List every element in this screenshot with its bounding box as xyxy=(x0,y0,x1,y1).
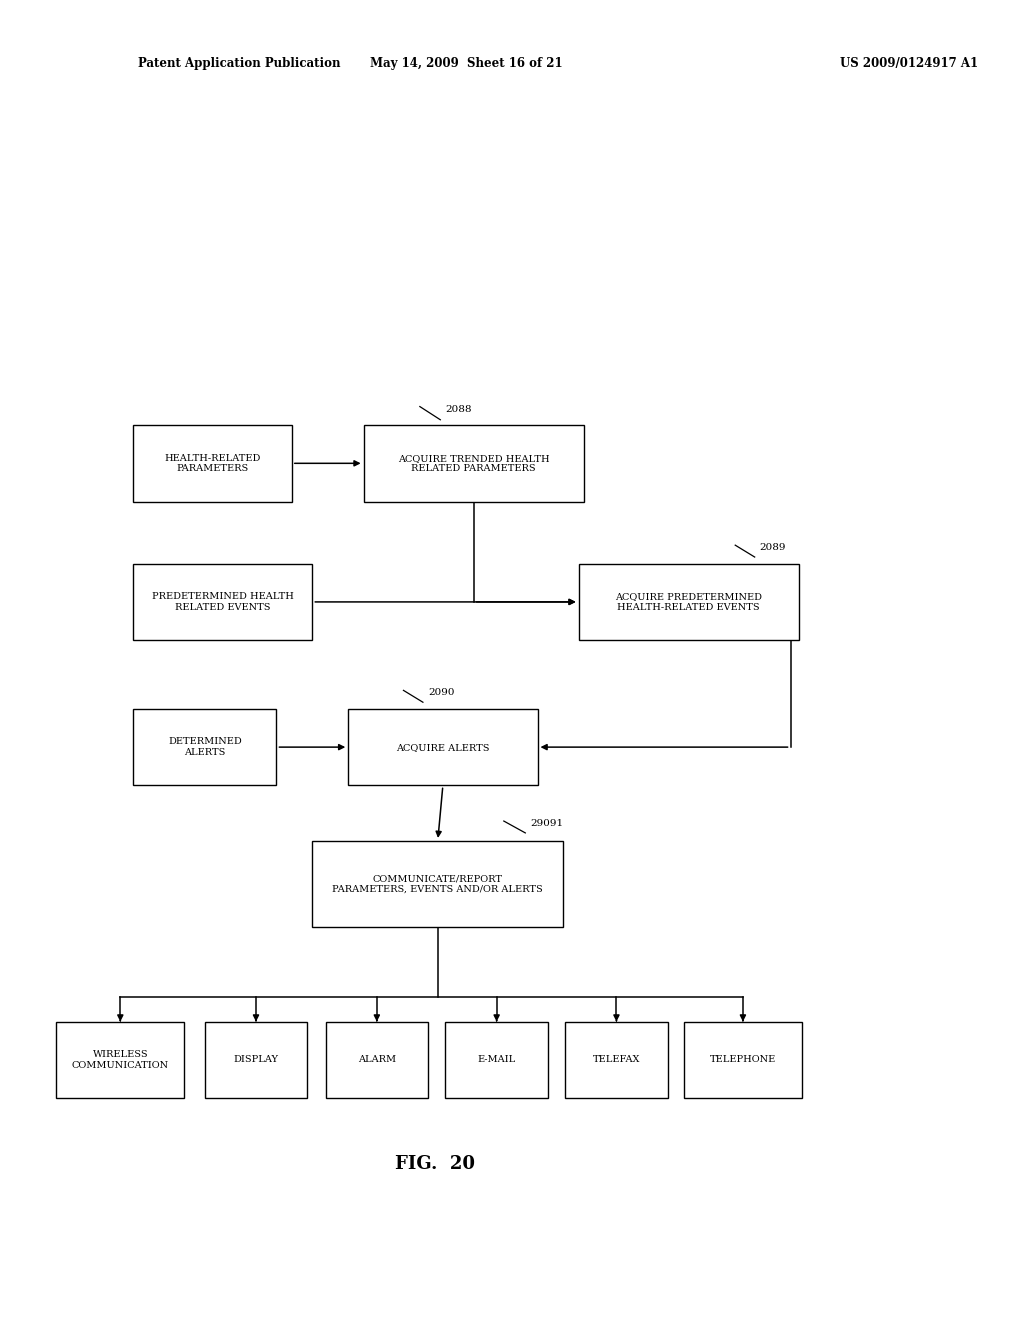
FancyBboxPatch shape xyxy=(364,425,584,502)
FancyBboxPatch shape xyxy=(579,564,799,640)
FancyBboxPatch shape xyxy=(312,841,563,927)
Text: 29091: 29091 xyxy=(530,818,563,828)
Text: PREDETERMINED HEALTH
RELATED EVENTS: PREDETERMINED HEALTH RELATED EVENTS xyxy=(152,593,294,611)
FancyBboxPatch shape xyxy=(133,709,276,785)
Text: WIRELESS
COMMUNICATION: WIRELESS COMMUNICATION xyxy=(72,1051,169,1069)
Text: May 14, 2009  Sheet 16 of 21: May 14, 2009 Sheet 16 of 21 xyxy=(370,57,562,70)
FancyBboxPatch shape xyxy=(56,1022,184,1098)
Text: 2089: 2089 xyxy=(760,543,786,552)
Text: ALARM: ALARM xyxy=(357,1056,396,1064)
FancyBboxPatch shape xyxy=(133,564,312,640)
FancyBboxPatch shape xyxy=(348,709,538,785)
FancyBboxPatch shape xyxy=(445,1022,548,1098)
Text: DISPLAY: DISPLAY xyxy=(233,1056,279,1064)
Text: COMMUNICATE/REPORT
PARAMETERS, EVENTS AND/OR ALERTS: COMMUNICATE/REPORT PARAMETERS, EVENTS AN… xyxy=(333,874,543,894)
Text: E-MAIL: E-MAIL xyxy=(477,1056,516,1064)
FancyBboxPatch shape xyxy=(133,425,292,502)
Text: 2090: 2090 xyxy=(428,688,455,697)
Text: TELEPHONE: TELEPHONE xyxy=(710,1056,776,1064)
Text: ACQUIRE ALERTS: ACQUIRE ALERTS xyxy=(396,743,489,751)
Text: Patent Application Publication: Patent Application Publication xyxy=(138,57,341,70)
Text: ACQUIRE TRENDED HEALTH
RELATED PARAMETERS: ACQUIRE TRENDED HEALTH RELATED PARAMETER… xyxy=(397,454,550,473)
Text: HEALTH-RELATED
PARAMETERS: HEALTH-RELATED PARAMETERS xyxy=(164,454,261,473)
Text: TELEFAX: TELEFAX xyxy=(593,1056,640,1064)
FancyBboxPatch shape xyxy=(326,1022,428,1098)
FancyBboxPatch shape xyxy=(205,1022,307,1098)
Text: 2088: 2088 xyxy=(445,405,472,414)
FancyBboxPatch shape xyxy=(684,1022,802,1098)
FancyBboxPatch shape xyxy=(565,1022,668,1098)
Text: US 2009/0124917 A1: US 2009/0124917 A1 xyxy=(840,57,978,70)
Text: DETERMINED
ALERTS: DETERMINED ALERTS xyxy=(168,738,242,756)
Text: ACQUIRE PREDETERMINED
HEALTH-RELATED EVENTS: ACQUIRE PREDETERMINED HEALTH-RELATED EVE… xyxy=(615,593,762,611)
Text: FIG.  20: FIG. 20 xyxy=(395,1155,475,1173)
